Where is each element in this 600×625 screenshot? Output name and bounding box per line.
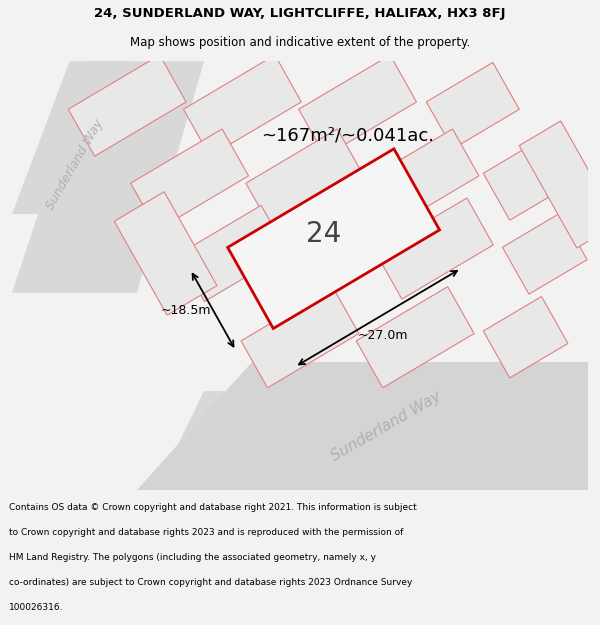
Polygon shape	[12, 61, 204, 293]
Polygon shape	[241, 287, 359, 388]
Text: ~27.0m: ~27.0m	[358, 329, 408, 342]
Text: 24, SUNDERLAND WAY, LIGHTCLIFFE, HALIFAX, HX3 8FJ: 24, SUNDERLAND WAY, LIGHTCLIFFE, HALIFAX…	[94, 8, 506, 20]
Polygon shape	[246, 129, 364, 230]
Text: Sunderland Way: Sunderland Way	[43, 118, 106, 212]
Text: Contains OS data © Crown copyright and database right 2021. This information is : Contains OS data © Crown copyright and d…	[9, 504, 417, 512]
Polygon shape	[156, 391, 588, 490]
Text: 100026316.: 100026316.	[9, 603, 64, 612]
Polygon shape	[376, 198, 493, 299]
Polygon shape	[137, 362, 588, 490]
Polygon shape	[12, 61, 127, 214]
Polygon shape	[503, 213, 587, 294]
Text: Sunderland Way: Sunderland Way	[329, 388, 444, 464]
Polygon shape	[227, 149, 440, 329]
Polygon shape	[114, 192, 217, 315]
Polygon shape	[484, 139, 568, 220]
Text: 24: 24	[307, 220, 341, 248]
Text: ~18.5m: ~18.5m	[161, 304, 211, 317]
Polygon shape	[299, 55, 416, 156]
Polygon shape	[356, 287, 474, 388]
Polygon shape	[184, 55, 301, 156]
Polygon shape	[178, 206, 287, 302]
Polygon shape	[361, 129, 479, 230]
Text: to Crown copyright and database rights 2023 and is reproduced with the permissio: to Crown copyright and database rights 2…	[9, 529, 403, 538]
Polygon shape	[484, 296, 568, 378]
Text: ~167m²/~0.041ac.: ~167m²/~0.041ac.	[262, 126, 434, 144]
Polygon shape	[519, 121, 600, 248]
Text: co-ordinates) are subject to Crown copyright and database rights 2023 Ordnance S: co-ordinates) are subject to Crown copyr…	[9, 578, 412, 587]
Polygon shape	[68, 55, 186, 156]
Text: Map shows position and indicative extent of the property.: Map shows position and indicative extent…	[130, 36, 470, 49]
Polygon shape	[427, 62, 519, 149]
Text: HM Land Registry. The polygons (including the associated geometry, namely x, y: HM Land Registry. The polygons (includin…	[9, 554, 376, 562]
Polygon shape	[131, 129, 248, 230]
